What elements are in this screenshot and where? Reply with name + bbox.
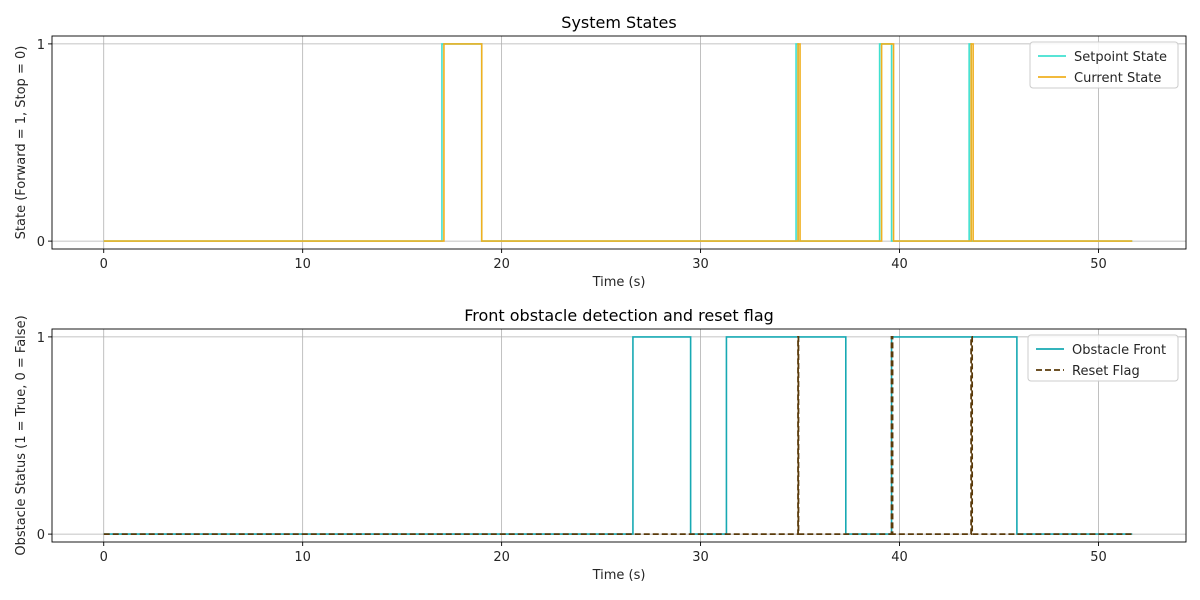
x-tick-label: 10 <box>294 257 311 272</box>
chart-title: System States <box>561 13 676 32</box>
series-line-setpoint-state <box>103 43 1133 242</box>
plot-frame <box>51 35 1187 250</box>
y-axis-label: State (Forward = 1, Stop = 0) <box>14 46 29 240</box>
plot-frame <box>51 328 1187 543</box>
y-tick-label: 1 <box>37 38 45 53</box>
x-tick-label: 10 <box>294 550 311 565</box>
y-tick-label: 0 <box>37 235 45 250</box>
y-axis-label: Obstacle Status (1 = True, 0 = False) <box>14 315 29 555</box>
legend-label: Setpoint State <box>1074 50 1167 65</box>
chart-title: Front obstacle detection and reset flag <box>464 306 774 325</box>
x-tick-label: 0 <box>100 257 108 272</box>
series-line-obstacle-front <box>103 336 1133 535</box>
series-line-reset-flag <box>103 335 1133 536</box>
x-tick-label: 20 <box>493 550 510 565</box>
x-tick-label: 30 <box>692 257 709 272</box>
legend-label: Obstacle Front <box>1072 343 1166 358</box>
legend: Setpoint State Current State <box>1029 41 1179 89</box>
subplot-2: 0 10 20 30 40 50 0 1 Front obstacle detection an… <box>14 306 1187 583</box>
x-tick-label: 0 <box>100 550 108 565</box>
y-tick-label: 0 <box>37 528 45 543</box>
legend-label: Reset Flag <box>1072 364 1140 379</box>
legend: Obstacle Front Reset Flag <box>1027 334 1179 382</box>
legend-box <box>1029 41 1179 89</box>
x-axis-label: Time (s) <box>592 275 646 290</box>
y-tick-label: 1 <box>37 331 45 346</box>
x-tick-label: 40 <box>891 257 908 272</box>
x-tick-label: 20 <box>493 257 510 272</box>
subplot-1: 0 10 20 30 40 50 0 1 System States Time (s) State … <box>14 13 1187 290</box>
x-tick-label: 50 <box>1090 257 1107 272</box>
x-axis-label: Time (s) <box>592 568 646 583</box>
series-line-current-state <box>103 43 1133 242</box>
x-tick-label: 40 <box>891 550 908 565</box>
legend-box <box>1027 334 1179 382</box>
x-tick-label: 30 <box>692 550 709 565</box>
x-tick-label: 50 <box>1090 550 1107 565</box>
legend-label: Current State <box>1074 71 1161 86</box>
